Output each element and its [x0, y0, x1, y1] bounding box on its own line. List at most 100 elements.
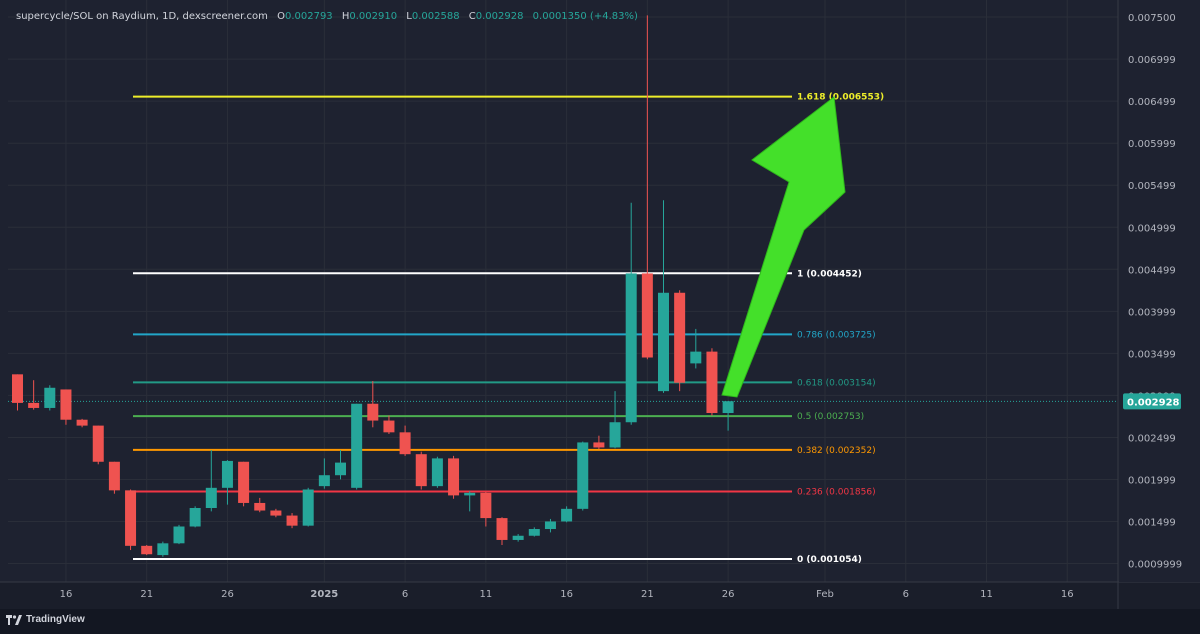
candle-down	[238, 461, 250, 503]
candle-up	[351, 403, 363, 488]
price-tick-label: 0.001999	[1128, 476, 1176, 487]
candle-down	[706, 351, 718, 413]
time-tick-label: 26	[722, 589, 735, 600]
symbol-title: supercycle/SOL on Raydium, 1D, dexscreen…	[16, 11, 268, 22]
price-tick-label: 0.005999	[1128, 139, 1176, 150]
candle-down	[415, 454, 427, 487]
candle-up	[44, 387, 56, 408]
candle-down	[496, 518, 508, 540]
candle-down	[254, 502, 266, 511]
time-tick-label: 11	[479, 589, 492, 600]
candle-down	[270, 510, 282, 516]
high-label: H	[341, 11, 350, 22]
price-tick-label: 0.006999	[1128, 55, 1176, 66]
high-value: 0.002910	[349, 11, 398, 22]
candle-up	[335, 462, 346, 476]
price-axis-background	[1119, 0, 1200, 582]
fib-level-1-label: 1 (0.004452)	[797, 269, 862, 279]
time-tick-label: 16	[560, 589, 573, 600]
open-value: 0.002793	[284, 11, 333, 22]
time-tick-label: 16	[60, 589, 73, 600]
time-tick-label: 26	[221, 589, 234, 600]
price-tick-label: 0.007500	[1128, 13, 1176, 24]
candle-down	[286, 515, 298, 526]
last-price-badge	[1123, 393, 1181, 410]
time-tick-label: 6	[402, 589, 408, 600]
candle-up	[658, 292, 669, 392]
low-label: L	[406, 11, 412, 22]
candle-up	[722, 401, 734, 413]
footer-bar	[0, 609, 1200, 634]
time-tick-label: Feb	[816, 589, 834, 600]
candle-down	[12, 374, 23, 403]
candle-down	[367, 403, 379, 421]
price-axis[interactable]: 0.007500 0.006999 0.006499 0.005999 0.005499…	[1119, 0, 1200, 582]
candle-up	[431, 458, 443, 487]
candle-up	[561, 508, 573, 522]
fib-level-0.786-label: 0.786 (0.003725)	[797, 330, 876, 340]
time-tick-label: 16	[1061, 589, 1074, 600]
price-tick-label: 0.002499	[1128, 433, 1176, 444]
low-value: 0.002588	[411, 11, 460, 22]
green-up-arrow	[721, 96, 846, 398]
candle-down	[141, 545, 153, 555]
candle-down	[399, 432, 411, 455]
candle-up	[464, 492, 476, 496]
candle-down	[641, 273, 653, 358]
candle-up	[318, 475, 330, 487]
candle-up	[625, 273, 637, 423]
candle-down	[593, 442, 605, 448]
candle-up	[173, 526, 185, 544]
candle-up	[205, 487, 217, 509]
candle-up	[157, 543, 169, 556]
price-tick-label: 0.005499	[1128, 181, 1176, 192]
candle-down	[480, 492, 492, 519]
fib-level-1.618-label: 1.618 (0.006553)	[797, 93, 884, 103]
fib-level-0.618-label: 0.618 (0.003154)	[797, 378, 876, 388]
time-axis-background	[0, 582, 1200, 609]
fib-level-0.382-label: 0.382 (0.002352)	[797, 446, 876, 456]
candle-up	[528, 529, 540, 536]
candle-down	[674, 292, 686, 383]
candle-down	[448, 458, 460, 496]
close-label: C	[468, 11, 476, 22]
time-tick-label: 21	[641, 589, 654, 600]
candle-up	[690, 351, 702, 364]
candle-down	[92, 425, 104, 462]
time-tick-label: 2025	[310, 589, 338, 600]
candle-up	[609, 422, 621, 448]
candle-down	[125, 490, 137, 546]
candles	[12, 15, 734, 557]
candle-up	[302, 489, 314, 526]
price-tick-label: 0.001499	[1128, 518, 1176, 529]
candle-down	[108, 461, 120, 491]
change-value: 0.0001350 (+4.83%)	[532, 11, 638, 22]
close-value: 0.002928	[475, 11, 524, 22]
fibonacci-retracement[interactable]: 1.618 (0.006553) 1 (0.004452) 0.786 (0.003…	[8, 93, 1118, 565]
tradingview-logo[interactable]: TradingView	[6, 614, 85, 625]
price-tick-label: 0.004999	[1128, 223, 1176, 234]
candle-up	[544, 521, 556, 530]
candle-down	[28, 402, 40, 408]
fib-level-0.236-label: 0.236 (0.001856)	[797, 488, 876, 498]
time-tick-label: 6	[903, 589, 909, 600]
candle-down	[76, 419, 88, 426]
candle-down	[383, 420, 395, 433]
candle-up	[189, 508, 201, 527]
time-tick-label: 11	[980, 589, 993, 600]
price-tick-label: 0.0009999	[1128, 560, 1182, 571]
price-tick-label: 0.004499	[1128, 265, 1176, 276]
fib-level-0-label: 0 (0.001054)	[797, 555, 862, 565]
time-axis[interactable]: 16 21 26 2025 6 11 16 21 26 Feb 6 11 16	[60, 589, 1074, 600]
open-label: O	[277, 11, 285, 22]
time-tick-label: 21	[140, 589, 153, 600]
candle-up	[577, 442, 589, 509]
price-tick-label: 0.006499	[1128, 97, 1176, 108]
tradingview-logo-icon	[6, 614, 22, 625]
candle-down	[60, 389, 72, 420]
tradingview-brand: TradingView	[26, 614, 85, 625]
arrow-shape	[721, 96, 846, 398]
